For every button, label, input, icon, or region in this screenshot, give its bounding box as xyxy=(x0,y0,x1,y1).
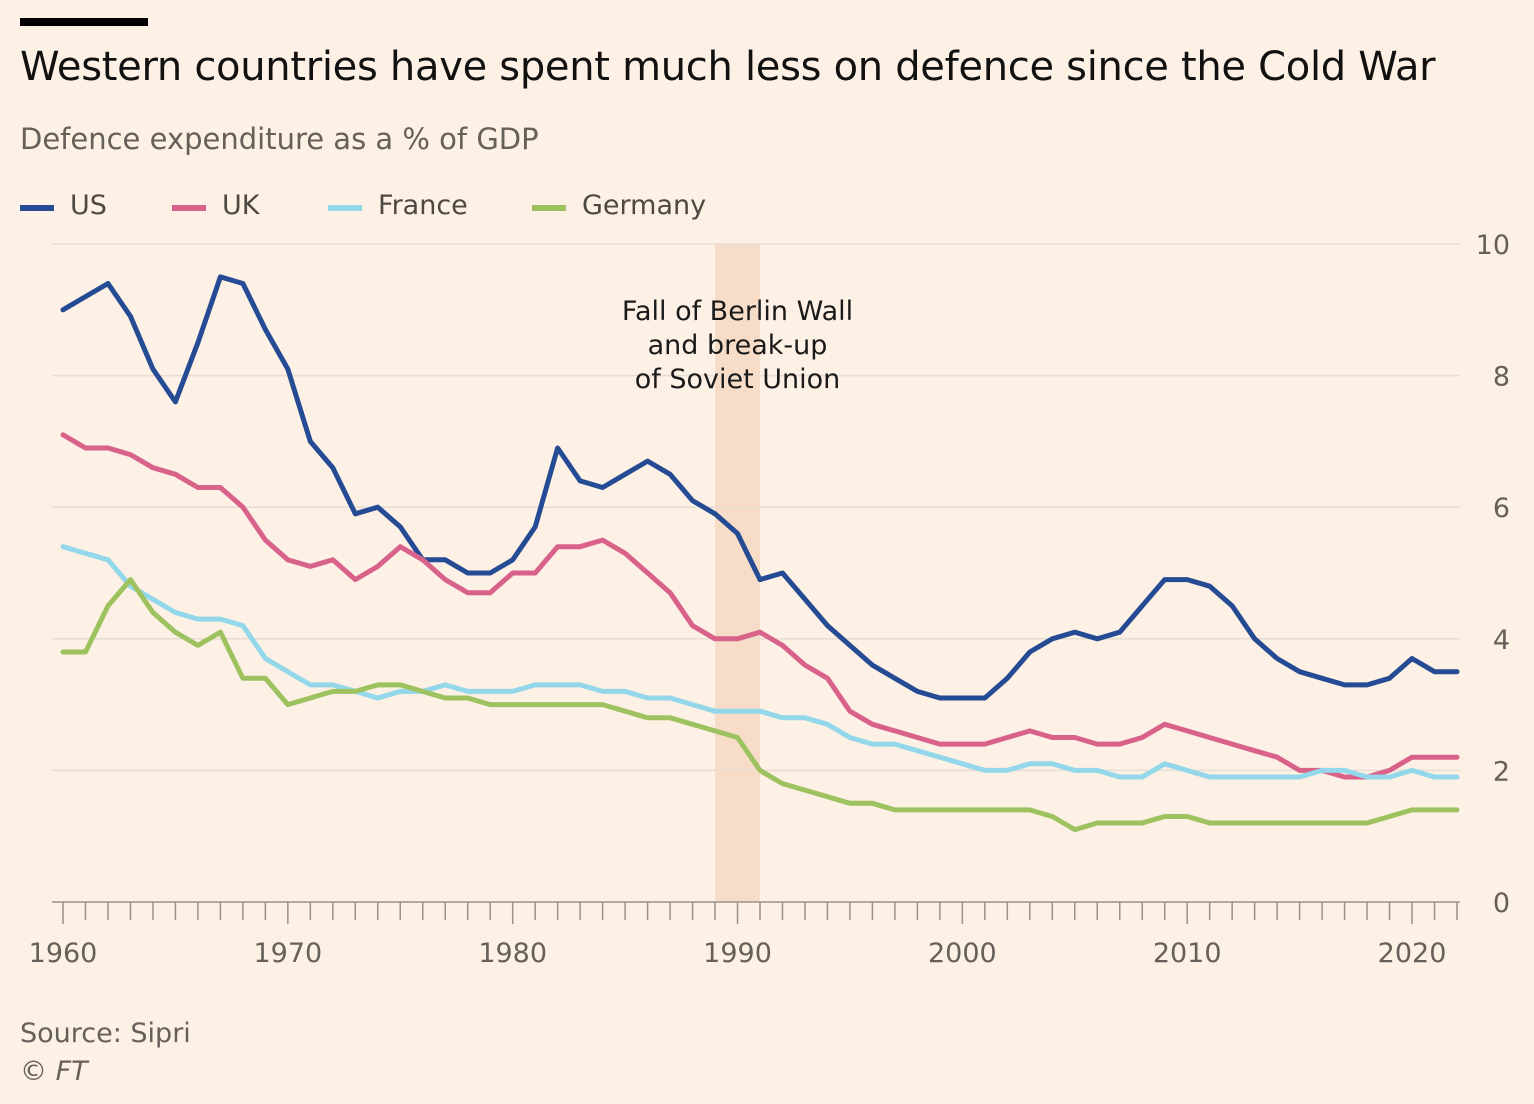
legend-label: US xyxy=(70,190,107,221)
y-tick-label: 10 xyxy=(1476,230,1510,261)
line-chart: 1960 1970 1980 1990 2000 2010 2020 0 2 4 6 8 10 Fal… xyxy=(29,230,1510,969)
x-axis: 1960 1970 1980 1990 2000 2010 2020 xyxy=(29,901,1460,969)
legend-swatch xyxy=(328,205,362,211)
y-axis: 0 2 4 6 8 10 xyxy=(1476,230,1510,919)
y-tick-label: 4 xyxy=(1493,625,1510,656)
x-tick-label: 1980 xyxy=(478,938,547,969)
legend-swatch xyxy=(532,205,566,211)
legend-label: UK xyxy=(222,190,260,221)
annotation-line: and break-up xyxy=(648,330,828,361)
chart-subtitle: Defence expenditure as a % of GDP xyxy=(20,122,539,156)
y-tick-label: 8 xyxy=(1493,362,1510,393)
y-tick-label: 6 xyxy=(1493,493,1510,524)
x-tick-label: 2020 xyxy=(1378,938,1447,969)
header-accent-bar xyxy=(20,18,148,26)
copyright-note: © FT xyxy=(20,1056,88,1087)
series-line-us xyxy=(60,274,1460,701)
series-line-france xyxy=(60,544,1460,780)
source-note: Source: Sipri xyxy=(20,1018,191,1049)
legend-swatch xyxy=(172,205,206,211)
legend-swatch xyxy=(20,205,54,211)
x-tick-label: 2000 xyxy=(928,938,997,969)
y-tick-label: 0 xyxy=(1493,888,1510,919)
series-lines xyxy=(60,274,1460,833)
gridlines xyxy=(52,243,1460,772)
annotation-line: of Soviet Union xyxy=(635,364,841,395)
highlight-band-layer xyxy=(715,244,760,902)
series-line-germany xyxy=(60,577,1460,833)
annotation-line: Fall of Berlin Wall xyxy=(622,296,853,327)
legend-label: Germany xyxy=(582,190,707,221)
highlight-band xyxy=(715,244,760,902)
x-tick-label: 2010 xyxy=(1153,938,1222,969)
x-tick-label: 1960 xyxy=(29,938,98,969)
y-tick-label: 2 xyxy=(1493,756,1510,787)
x-tick-label: 1990 xyxy=(703,938,772,969)
legend-label: France xyxy=(378,190,468,221)
x-tick-label: 1970 xyxy=(253,938,322,969)
series-line-uk xyxy=(60,432,1460,780)
chart-title: Western countries have spent much less o… xyxy=(20,44,1436,90)
